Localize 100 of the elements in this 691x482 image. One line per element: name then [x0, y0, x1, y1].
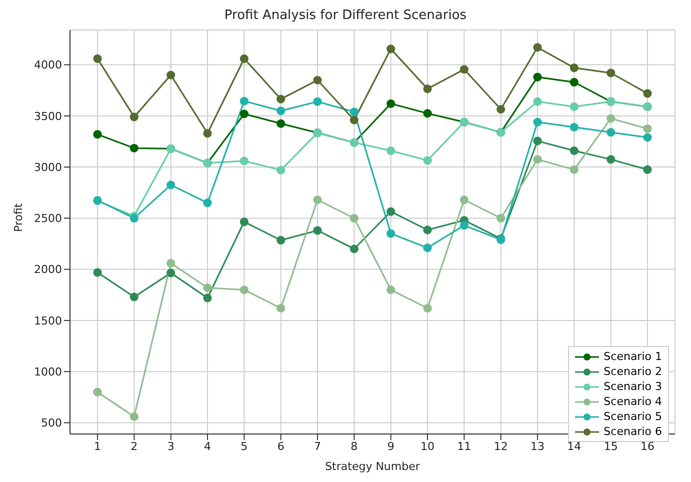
- x-tick-label: 11: [457, 440, 472, 453]
- x-tick-label: 12: [494, 440, 508, 453]
- point: [606, 128, 616, 137]
- x-tick-label: 6: [277, 440, 284, 453]
- point: [643, 133, 652, 142]
- point: [276, 106, 286, 116]
- y-tick-label: 1500: [34, 314, 62, 328]
- point: [533, 43, 542, 52]
- point: [386, 285, 396, 294]
- point: [276, 94, 286, 104]
- point: [93, 54, 102, 63]
- point: [313, 226, 322, 235]
- x-tick-label: 5: [240, 440, 248, 453]
- point: [423, 156, 432, 165]
- x-tick-label: 9: [387, 440, 394, 453]
- point: [570, 146, 578, 155]
- legend-label: Scenario 5: [604, 409, 662, 424]
- y-tick-label: 3000: [34, 160, 62, 174]
- x-tick-label: 3: [167, 440, 174, 453]
- point: [350, 108, 358, 116]
- legend-label: Scenario 4: [604, 394, 662, 409]
- point: [533, 72, 542, 82]
- point: [386, 229, 396, 238]
- point: [386, 44, 396, 54]
- y-tick-label: 2000: [34, 263, 62, 276]
- point: [130, 412, 138, 421]
- point: [203, 283, 212, 292]
- point: [93, 130, 102, 139]
- point: [606, 68, 616, 78]
- point: [130, 144, 138, 152]
- point: [533, 118, 542, 126]
- legend-label: Scenario 1: [604, 349, 662, 364]
- point: [276, 304, 286, 312]
- y-tick-label: 500: [41, 416, 62, 430]
- point: [533, 136, 542, 146]
- point: [276, 119, 286, 128]
- point: [350, 244, 358, 254]
- point: [423, 304, 432, 312]
- x-tick-label: 14: [567, 440, 582, 453]
- point: [423, 244, 432, 252]
- point: [386, 146, 396, 155]
- point: [460, 221, 468, 230]
- point: [496, 104, 506, 114]
- point: [203, 294, 212, 302]
- x-tick-label: 7: [314, 440, 321, 453]
- point: [606, 155, 616, 164]
- point: [240, 217, 248, 226]
- legend-label: Scenario 3: [604, 379, 662, 394]
- legend-label: Scenario 2: [604, 364, 662, 379]
- y-tick-label: 4000: [34, 58, 62, 72]
- x-tick-label: 16: [640, 440, 654, 453]
- point: [570, 165, 578, 174]
- point: [350, 214, 358, 222]
- point: [240, 54, 248, 63]
- point: [93, 388, 102, 396]
- point: [496, 214, 506, 222]
- point: [460, 195, 468, 204]
- x-tick-label: 4: [204, 440, 211, 453]
- point: [386, 207, 396, 216]
- point: [240, 156, 248, 166]
- point: [423, 109, 432, 118]
- point: [570, 102, 578, 112]
- point: [166, 258, 176, 268]
- point: [130, 112, 138, 122]
- point: [423, 226, 432, 234]
- x-axis-title: Strategy Number: [325, 460, 420, 473]
- point: [313, 76, 322, 84]
- point: [533, 97, 542, 106]
- point: [166, 268, 176, 278]
- y-tick-label: 1000: [34, 366, 62, 379]
- point: [533, 155, 542, 164]
- point: [423, 84, 432, 94]
- point: [240, 110, 248, 118]
- chart-title: Profit Analysis for Different Scenarios: [223, 8, 468, 25]
- point: [276, 166, 286, 174]
- point: [240, 285, 248, 294]
- point: [130, 292, 138, 302]
- y-axis-title: Profit: [12, 202, 25, 232]
- point: [386, 99, 396, 108]
- point: [570, 64, 578, 72]
- x-tick-label: 15: [604, 440, 618, 453]
- point: [313, 97, 322, 106]
- point: [460, 65, 468, 74]
- point: [350, 116, 358, 124]
- point: [276, 236, 286, 244]
- point: [203, 198, 212, 208]
- x-tick-label: 2: [130, 440, 138, 453]
- point: [203, 129, 212, 138]
- point: [93, 268, 102, 277]
- point: [570, 78, 578, 86]
- point: [643, 89, 652, 98]
- y-tick-label: 3500: [34, 110, 62, 123]
- point: [166, 70, 176, 80]
- point: [570, 122, 578, 132]
- point: [643, 124, 652, 133]
- x-tick-label: 8: [350, 440, 358, 453]
- point: [240, 96, 248, 106]
- legend-label: Scenario 6: [604, 424, 662, 439]
- point: [606, 114, 616, 123]
- point: [643, 165, 652, 174]
